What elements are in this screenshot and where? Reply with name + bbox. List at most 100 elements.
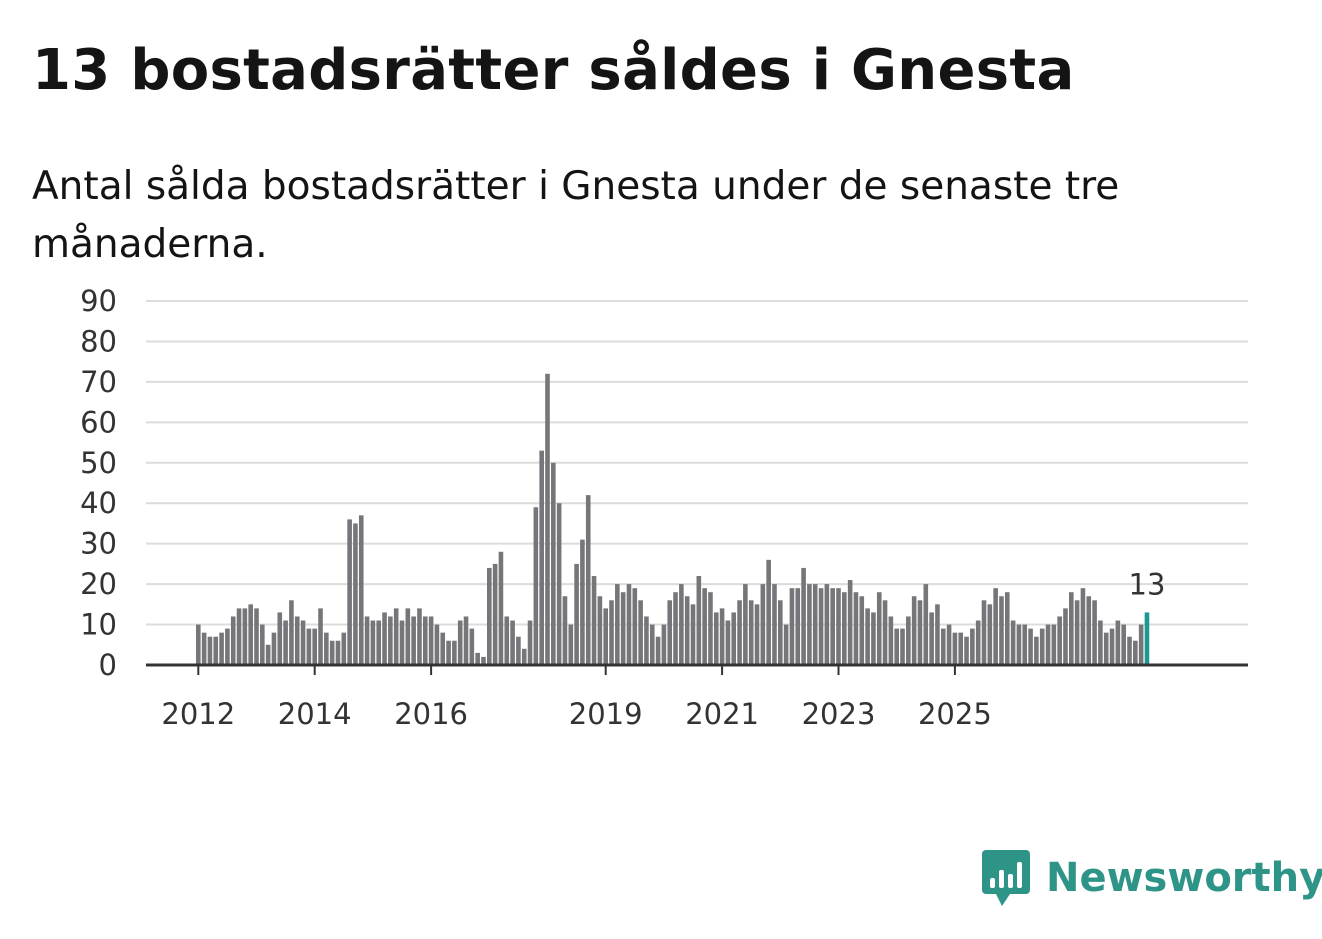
- bar: [632, 588, 638, 665]
- bar: [795, 588, 801, 665]
- bar: [230, 616, 236, 665]
- bar: [603, 608, 608, 665]
- bar: [836, 588, 841, 665]
- bar: [748, 600, 754, 665]
- bar: [382, 612, 387, 665]
- bar: [341, 632, 347, 665]
- bar: [585, 495, 591, 665]
- bar: [906, 616, 911, 665]
- bar: [696, 576, 702, 665]
- bar: [376, 620, 382, 665]
- y-axis-tick-labels: 0 10 20 30 40 50 60 70 80 90: [80, 284, 117, 682]
- bar: [539, 450, 544, 665]
- bar: [789, 588, 795, 665]
- brand-name: Newsworthy: [1046, 855, 1322, 901]
- bar: [894, 628, 899, 665]
- x-tick-label: 2012: [161, 697, 235, 731]
- bar: [277, 612, 283, 665]
- bar: [888, 616, 894, 665]
- bar: [219, 632, 224, 665]
- bar: [225, 628, 230, 665]
- bar: [318, 608, 323, 665]
- bar: [533, 507, 539, 665]
- bar: [242, 608, 248, 665]
- bar: [422, 616, 428, 665]
- bar: [201, 632, 207, 665]
- bar: [783, 624, 789, 665]
- bar: [492, 563, 498, 665]
- x-tick-label: 2023: [802, 697, 876, 731]
- y-tick-label: 20: [80, 567, 117, 601]
- bar: [1069, 592, 1074, 665]
- bar-chart: 0 10 20 30 40 50 60 70 80 90 2012 2014 2016 2019 2021…: [80, 284, 1248, 731]
- bar: [335, 640, 341, 665]
- bar: [754, 604, 760, 665]
- bar: [358, 515, 364, 665]
- y-tick-label: 60: [80, 405, 117, 439]
- bar: [935, 604, 940, 665]
- x-tick-label: 2019: [569, 697, 643, 731]
- bar: [1057, 616, 1062, 665]
- bar: [644, 616, 649, 665]
- bar: [737, 600, 742, 665]
- bar: [1109, 628, 1115, 665]
- bar: [440, 632, 446, 665]
- y-tick-label: 10: [80, 608, 117, 642]
- bar: [452, 640, 457, 665]
- bar: [1045, 624, 1051, 665]
- bar: [568, 624, 574, 665]
- bar: [865, 608, 870, 665]
- bar: [580, 539, 585, 665]
- bar: [457, 620, 463, 665]
- bar: [487, 567, 492, 665]
- bar: [353, 523, 358, 665]
- bar: [370, 620, 376, 665]
- bar: [830, 588, 835, 665]
- bar: [917, 600, 923, 665]
- bar: [504, 616, 510, 665]
- bar: [498, 551, 504, 665]
- bar: [1028, 628, 1033, 665]
- bar: [446, 640, 451, 665]
- bar: [300, 620, 306, 665]
- y-tick-label: 50: [80, 446, 117, 480]
- bar: [312, 628, 317, 665]
- x-tick-label: 2025: [918, 697, 992, 731]
- bar: [842, 592, 847, 665]
- bar: [463, 616, 469, 665]
- bar: [807, 584, 812, 665]
- bars: [196, 373, 1150, 665]
- brand-logo: Newsworthy: [980, 850, 1322, 906]
- bar: [964, 636, 969, 665]
- bar: [1115, 620, 1121, 665]
- bar: [661, 624, 667, 665]
- bar: [871, 612, 876, 665]
- bar: [684, 596, 690, 665]
- x-axis-ticks: 2012 2014 2016 2019 2021 2023 2025: [161, 665, 992, 731]
- bar: [516, 636, 521, 665]
- chart-title: 13 bostadsrätter såldes i Gnesta: [32, 38, 1075, 103]
- bar: [975, 620, 981, 665]
- bar: [597, 596, 603, 665]
- bar: [207, 636, 213, 665]
- bar: [923, 584, 929, 665]
- bar: [615, 584, 620, 665]
- bar: [574, 563, 579, 665]
- bar: [1063, 608, 1068, 665]
- bar: [1034, 636, 1039, 665]
- bar: [510, 620, 515, 665]
- bar: [271, 632, 277, 665]
- bar: [713, 612, 719, 665]
- bar: [1127, 636, 1132, 665]
- bar: [393, 608, 399, 665]
- bar: [364, 616, 370, 665]
- bar: [911, 596, 917, 665]
- x-tick-label: 2014: [278, 697, 352, 731]
- bar: [940, 628, 946, 665]
- bar: [1103, 632, 1109, 665]
- y-tick-label: 80: [80, 324, 117, 358]
- bar: [324, 632, 329, 665]
- bar: [609, 600, 614, 665]
- bar: [679, 584, 684, 665]
- bar: [981, 600, 987, 665]
